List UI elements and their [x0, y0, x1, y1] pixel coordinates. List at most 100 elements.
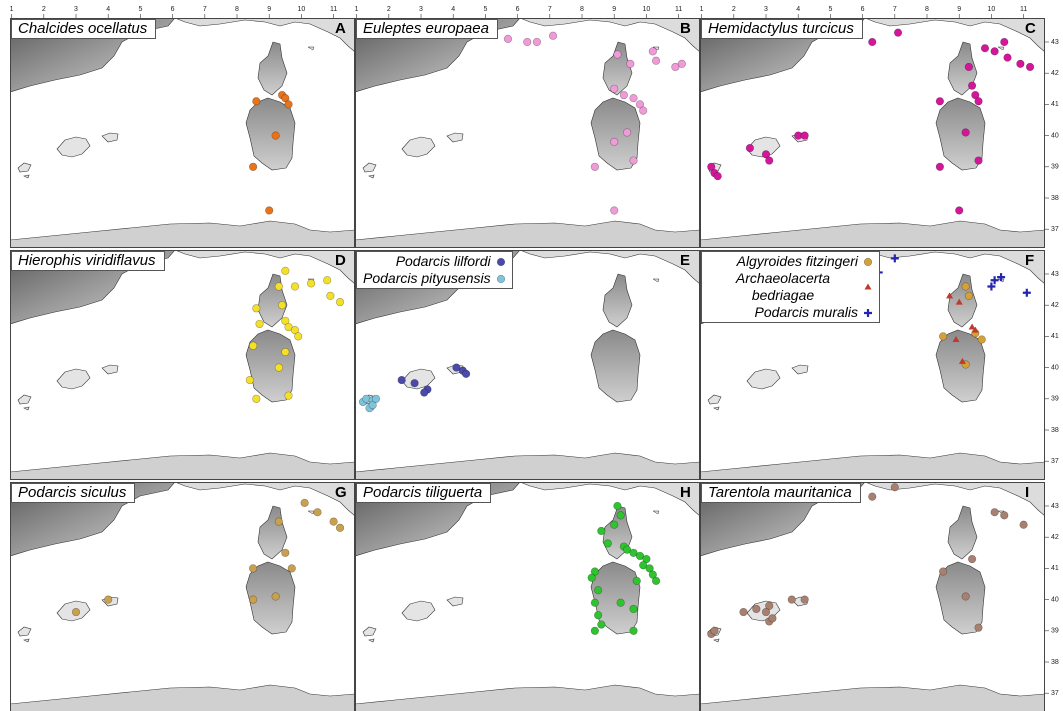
occurrence-point — [249, 565, 257, 573]
panel-letter: C — [1025, 20, 1036, 37]
occurrence-point — [610, 138, 618, 146]
lon-tick-label: 8 — [580, 6, 584, 13]
legend-label: Podarcis muralis — [755, 304, 858, 321]
occurrence-point — [282, 267, 290, 275]
lon-tick-label: 6 — [171, 6, 175, 13]
lat-tick-label: 42 — [1051, 70, 1059, 77]
lon-tick-label: 7 — [203, 6, 207, 13]
map-panel — [355, 482, 700, 711]
panel-letter: H — [680, 484, 691, 501]
occurrence-point — [598, 527, 606, 535]
occurrence-point — [588, 574, 596, 582]
occurrence-point — [975, 157, 983, 165]
map-panel — [10, 250, 355, 480]
lon-tick-label: 10 — [298, 6, 306, 13]
occurrence-point — [975, 624, 983, 632]
occurrence-point — [398, 376, 406, 384]
occurrence-point — [1000, 512, 1008, 520]
panel-letter: A — [335, 20, 346, 37]
occurrence-point — [801, 132, 809, 140]
species-title: Euleptes europaea — [356, 19, 498, 39]
occurrence-point — [275, 364, 283, 372]
species-title: Podarcis siculus — [11, 483, 135, 503]
lon-tick-label: 2 — [732, 6, 736, 13]
legend-label: Archaeolacerta bedriagae — [708, 270, 858, 304]
occurrence-point — [939, 333, 947, 341]
lat-tick-label: 37 — [1051, 458, 1059, 465]
map-panel — [10, 482, 355, 711]
lat-tick-label: 41 — [1051, 333, 1059, 340]
occurrence-point — [504, 35, 512, 43]
occurrence-point — [769, 615, 777, 623]
occurrence-point — [1020, 521, 1028, 529]
map-figure: 1234567891011123456789101112345678910113… — [0, 0, 1063, 711]
lat-tick-label: 37 — [1051, 226, 1059, 233]
occurrence-point — [594, 586, 602, 594]
lon-tick-label: 10 — [643, 6, 651, 13]
occurrence-point — [762, 608, 770, 616]
occurrence-point — [630, 94, 638, 102]
occurrence-point — [591, 627, 599, 635]
occurrence-point — [462, 370, 470, 378]
occurrence-point — [965, 63, 973, 71]
occurrence-point — [678, 60, 686, 68]
lat-tick-label: 42 — [1051, 534, 1059, 541]
legend-marker — [496, 257, 506, 267]
legend-marker-shape — [497, 258, 505, 266]
lat-tick-label: 38 — [1051, 195, 1059, 202]
occurrence-point — [978, 336, 986, 344]
occurrence-point — [627, 60, 635, 68]
occurrence-point — [765, 157, 773, 165]
lon-tick-label: 6 — [861, 6, 865, 13]
occurrence-point — [253, 97, 261, 105]
occurrence-point — [649, 48, 657, 56]
occurrence-point — [72, 608, 80, 616]
lon-tick-label: 7 — [548, 6, 552, 13]
occurrence-point — [630, 157, 638, 165]
occurrence-point — [1017, 60, 1025, 68]
legend-entry: Podarcis pityusensis — [363, 270, 506, 287]
map-panel — [10, 18, 355, 248]
occurrence-point — [323, 276, 331, 284]
occurrence-point — [639, 107, 647, 115]
occurrence-point — [633, 577, 641, 585]
occurrence-point — [591, 163, 599, 171]
lon-tick-label: 11 — [1020, 6, 1027, 13]
occurrence-point — [282, 549, 290, 557]
lon-tick-label: 2 — [42, 6, 46, 13]
occurrence-point — [891, 483, 899, 491]
legend-marker — [863, 282, 873, 292]
lat-tick-label: 37 — [1051, 690, 1059, 697]
occurrence-point — [788, 596, 796, 604]
occurrence-point — [623, 129, 631, 137]
occurrence-point — [327, 292, 335, 300]
occurrence-point — [307, 280, 315, 288]
lon-tick-label: 1 — [10, 6, 14, 13]
occurrence-point — [981, 44, 989, 52]
legend-marker-shape — [865, 284, 872, 290]
occurrence-point — [746, 144, 754, 152]
occurrence-point — [936, 97, 944, 105]
lat-tick-label: 41 — [1051, 565, 1059, 572]
occurrence-point — [894, 29, 902, 37]
lon-tick-label: 11 — [330, 6, 337, 13]
occurrence-point — [962, 593, 970, 601]
occurrence-point — [249, 596, 257, 604]
lon-tick-label: 5 — [828, 6, 832, 13]
occurrence-point — [965, 292, 973, 300]
legend-marker-shape — [497, 275, 505, 283]
legend-marker-shape — [864, 309, 872, 317]
occurrence-point — [246, 376, 254, 384]
occurrence-point — [330, 518, 338, 526]
occurrence-point — [968, 82, 976, 90]
legend-label: Algyroides fitzingeri — [737, 253, 858, 270]
occurrence-point — [801, 596, 809, 604]
lat-tick-label: 41 — [1051, 101, 1059, 108]
occurrence-point — [372, 395, 380, 403]
occurrence-point — [614, 51, 622, 59]
occurrence-point — [610, 521, 618, 529]
occurrence-point — [598, 621, 606, 629]
occurrence-point — [533, 38, 541, 46]
occurrence-point — [620, 91, 628, 99]
occurrence-point — [420, 389, 428, 397]
